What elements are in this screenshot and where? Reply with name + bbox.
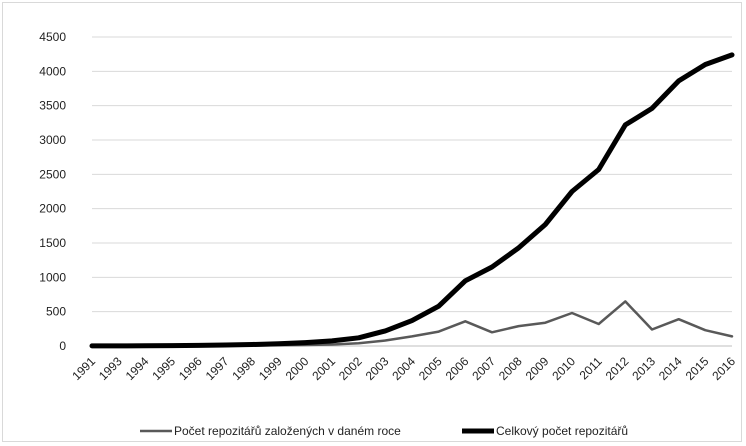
x-tick-label: 1997 [203, 354, 232, 383]
series-line-0 [90, 300, 734, 348]
series-lines [89, 52, 735, 349]
chart-frame [2, 2, 742, 442]
x-tick-label: 2014 [656, 354, 685, 383]
y-tick-label: 1500 [39, 236, 66, 250]
y-tick-label: 2000 [39, 202, 66, 216]
x-tick-label: 2015 [683, 354, 712, 383]
x-tick-label: 2010 [549, 354, 578, 383]
x-tick-label: 2016 [709, 354, 738, 383]
x-tick-label: 1993 [96, 354, 125, 383]
gridlines [92, 36, 732, 347]
y-axis: 0 500 1000 1500 2000 2500 3000 3500 4000 4500 [39, 30, 66, 353]
x-tick-label: 2000 [283, 354, 312, 383]
x-tick-label: 2007 [469, 354, 498, 383]
legend-label-1: Celkový počet repozitářů [496, 424, 628, 438]
x-tick-label: 1991 [69, 354, 98, 383]
x-tick-label: 2005 [416, 354, 445, 383]
x-tick-label: 2006 [443, 354, 472, 383]
y-tick-label: 0 [59, 339, 66, 353]
x-tick-label: 2002 [336, 354, 365, 383]
x-tick-label: 2013 [629, 354, 658, 383]
y-tick-label: 4500 [39, 30, 66, 44]
legend: Počet repozitářů založených v daném roce… [140, 424, 628, 438]
legend-label-0: Počet repozitářů založených v daném roce [174, 424, 401, 438]
x-tick-label: 2008 [496, 354, 525, 383]
x-tick-label: 1995 [149, 354, 178, 383]
x-tick-label: 2009 [523, 354, 552, 383]
x-tick-label: 2001 [309, 354, 338, 383]
y-tick-label: 4000 [39, 64, 66, 78]
x-axis: 1991199319941995199619971998199920002001… [69, 354, 738, 383]
y-tick-label: 2500 [39, 167, 66, 181]
x-tick-label: 1994 [123, 354, 152, 383]
y-tick-label: 3000 [39, 133, 66, 147]
x-tick-label: 1996 [176, 354, 205, 383]
y-tick-label: 1000 [39, 270, 66, 284]
x-tick-label: 2003 [363, 354, 392, 383]
series-line-1 [89, 52, 735, 349]
y-tick-label: 3500 [39, 99, 66, 113]
y-tick-label: 500 [46, 305, 66, 319]
x-tick-label: 1998 [229, 354, 258, 383]
x-tick-label: 2012 [603, 354, 632, 383]
x-tick-label: 1999 [256, 354, 285, 383]
x-tick-label: 2004 [389, 354, 418, 383]
x-tick-label: 2011 [577, 354, 605, 382]
